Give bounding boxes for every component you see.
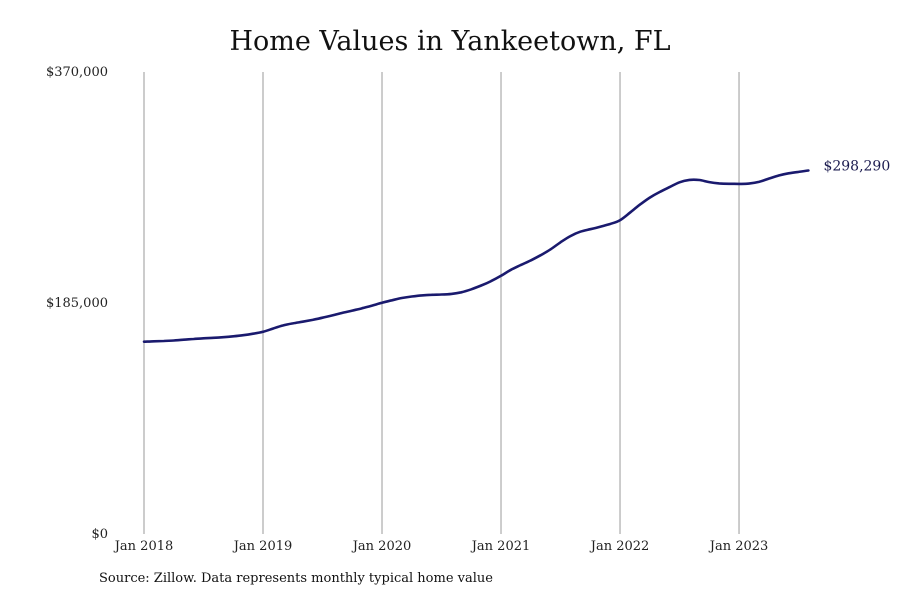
data-point (470, 288, 473, 291)
data-point (520, 264, 523, 267)
data-point (331, 314, 334, 317)
data-point (629, 211, 632, 214)
data-point (807, 169, 810, 172)
data-point (182, 338, 185, 341)
data-point (232, 335, 235, 338)
data-point (292, 322, 295, 325)
data-point (351, 309, 354, 312)
data-point (341, 312, 344, 315)
data-point (758, 181, 761, 184)
data-point (658, 191, 661, 194)
data-point (500, 275, 503, 278)
grid-lines (143, 72, 740, 534)
data-point (748, 182, 751, 185)
data-point (282, 324, 285, 327)
x-tick-label: Jan 2019 (232, 539, 293, 554)
data-labels: $298,290 (823, 159, 890, 175)
data-point (192, 338, 195, 341)
data-point (242, 334, 245, 337)
data-point (787, 172, 790, 175)
data-point (361, 307, 364, 310)
y-axis-ticks: $0 $185,000 $370,000 (46, 65, 108, 542)
data-point (678, 181, 681, 184)
data-point (768, 177, 771, 180)
data-point (222, 336, 225, 339)
data-point (301, 320, 304, 323)
data-point (391, 299, 394, 302)
y-tick-label: $185,000 (46, 296, 108, 311)
x-axis-ticks: Jan 2018 Jan 2019 Jan 2020 Jan 2021 Jan 2022… (113, 539, 769, 554)
source-note: Source: Zillow. Data represents monthly … (99, 571, 493, 586)
data-point (311, 319, 314, 322)
data-point (371, 304, 374, 307)
data-point (430, 294, 433, 297)
data-point (272, 327, 275, 330)
y-tick-label: $0 (91, 527, 108, 542)
data-point (252, 332, 255, 335)
data-point (559, 241, 562, 244)
series-line-0 (142, 169, 810, 343)
data-point (202, 337, 205, 340)
data-point (411, 295, 414, 298)
data-point (460, 291, 463, 294)
data-point (321, 316, 324, 319)
data-point (490, 280, 493, 283)
data-point (797, 171, 800, 174)
data-point (708, 181, 711, 184)
x-tick-label: Jan 2021 (470, 539, 531, 554)
data-point (173, 339, 176, 342)
data-point (738, 183, 741, 186)
data-point (539, 254, 542, 257)
data-point (609, 223, 612, 226)
data-point (510, 269, 513, 272)
data-point (420, 294, 423, 297)
data-point (163, 340, 166, 343)
x-tick-label: Jan 2018 (113, 539, 174, 554)
data-point (262, 331, 265, 334)
data-point (401, 297, 404, 300)
data-point (381, 302, 384, 305)
data-point (480, 284, 483, 287)
data-point (688, 179, 691, 182)
y-tick-label: $370,000 (46, 65, 108, 80)
x-tick-label: Jan 2022 (589, 539, 650, 554)
data-point (698, 179, 701, 182)
data-point (549, 248, 552, 251)
data-point (569, 235, 572, 238)
series-layer (142, 169, 810, 343)
data-point (639, 203, 642, 206)
data-point (440, 293, 443, 296)
data-point (668, 186, 671, 189)
data-point (649, 196, 652, 199)
data-point (589, 228, 592, 231)
data-point (153, 340, 156, 343)
data-point (450, 293, 453, 296)
data-point (619, 219, 622, 222)
data-point (530, 259, 533, 262)
data-point (777, 174, 780, 177)
data-point (728, 183, 731, 186)
end-value-label: $298,290 (823, 159, 890, 175)
data-point (143, 340, 146, 343)
x-tick-label: Jan 2023 (708, 539, 769, 554)
data-point (579, 230, 582, 233)
data-point (718, 182, 721, 185)
chart-title: Home Values in Yankeetown, FL (229, 26, 671, 57)
data-point (599, 225, 602, 228)
data-point (212, 337, 215, 340)
x-tick-label: Jan 2020 (351, 539, 412, 554)
